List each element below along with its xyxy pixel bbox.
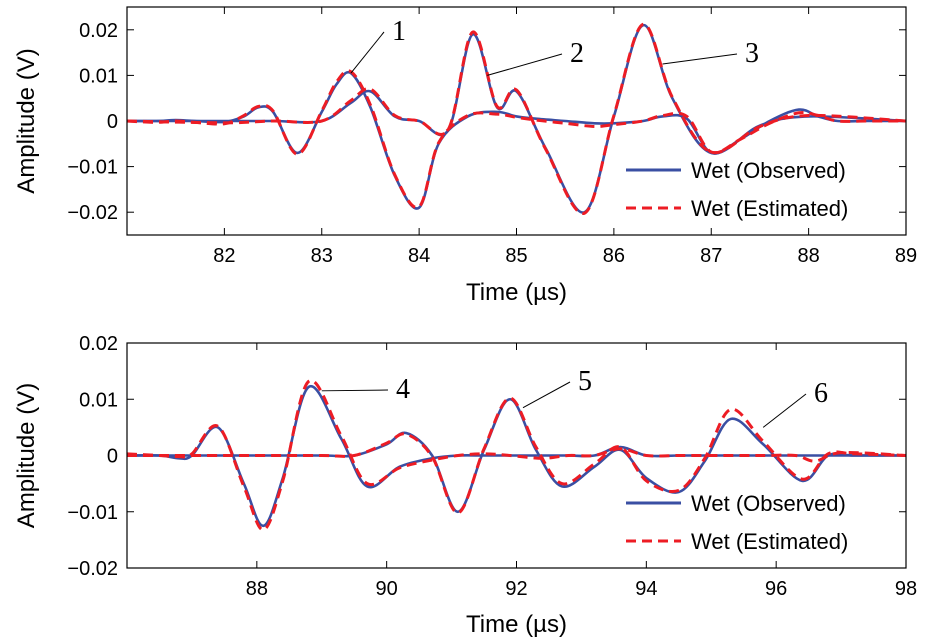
series-group (127, 22, 906, 215)
annotation-label-3: 3 (745, 38, 759, 69)
x-tick-label: 98 (895, 578, 917, 600)
y-tick-label: −0.01 (67, 157, 118, 179)
annotation-label-5: 5 (578, 366, 592, 397)
legend: Wet (Observed) Wet (Estimated) (626, 158, 848, 221)
annotation-leader (522, 381, 571, 409)
chart-panel-1: 82 83 84 85 86 87 88 89 −0.02 −0.01 0 0.01 0.02 1 2 3 Ti… (13, 6, 917, 306)
x-tick-label: 86 (603, 245, 625, 267)
x-tick-label: 94 (635, 578, 657, 600)
plot-frame (126, 6, 907, 236)
y-tick-label: 0.02 (79, 20, 118, 42)
legend-label-2: Wet (Estimated) (691, 529, 848, 554)
chart-panel-2: 88 90 92 94 96 98 −0.02 −0.01 0 0.01 0.02 4 5 6 Time (… (13, 333, 917, 638)
x-tick-label: 88 (798, 245, 820, 267)
x-tick-label: 83 (311, 245, 333, 267)
annotation-leader (662, 53, 738, 65)
annotation-leader (487, 53, 563, 76)
y-tick-label: 0 (107, 446, 118, 468)
annotation-label-4: 4 (396, 374, 410, 405)
x-tick-label: 88 (246, 578, 268, 600)
annotation-leader (350, 31, 385, 74)
observed-series-line-2 (127, 397, 906, 514)
x-tick-label: 96 (765, 578, 787, 600)
x-axis-label: Time (µs) (466, 611, 567, 638)
x-tick-label: 87 (700, 245, 722, 267)
y-tick-label: −0.02 (67, 558, 118, 580)
legend-label-1: Wet (Observed) (691, 491, 846, 516)
estimated-series-line-4 (127, 396, 906, 515)
legend-label-1: Wet (Observed) (691, 158, 846, 183)
y-tick-label: 0.01 (79, 389, 118, 411)
y-tick-label: 0.02 (79, 333, 118, 355)
legend: Wet (Observed) Wet (Estimated) (626, 491, 848, 554)
y-tick-label: 0.01 (79, 65, 118, 87)
annotation-label-2: 2 (570, 38, 584, 69)
legend-label-2: Wet (Estimated) (691, 196, 848, 221)
x-tick-label: 90 (376, 578, 398, 600)
series-group (127, 379, 906, 532)
y-tick-label: −0.01 (67, 502, 118, 524)
annotation-label-6: 6 (814, 378, 828, 409)
annotation-leader (321, 389, 389, 392)
y-axis-label: Amplitude (V) (13, 383, 40, 528)
x-tick-label: 92 (505, 578, 527, 600)
x-axis-label: Time (µs) (466, 279, 567, 306)
estimated-series-line-4 (127, 22, 906, 215)
plot-frame (126, 342, 907, 569)
annotation-leader (762, 393, 807, 428)
x-tick-label: 84 (408, 245, 430, 267)
y-tick-label: 0 (107, 111, 118, 133)
estimated-series-line-3 (127, 379, 906, 532)
x-tick-label: 82 (213, 245, 235, 267)
y-axis-label: Amplitude (V) (13, 48, 40, 193)
x-tick-label: 89 (895, 245, 917, 267)
x-tick-label: 85 (505, 245, 527, 267)
annotation-label-1: 1 (392, 16, 406, 47)
y-tick-label: −0.02 (67, 202, 118, 224)
estimated-series-line-3 (127, 69, 906, 210)
